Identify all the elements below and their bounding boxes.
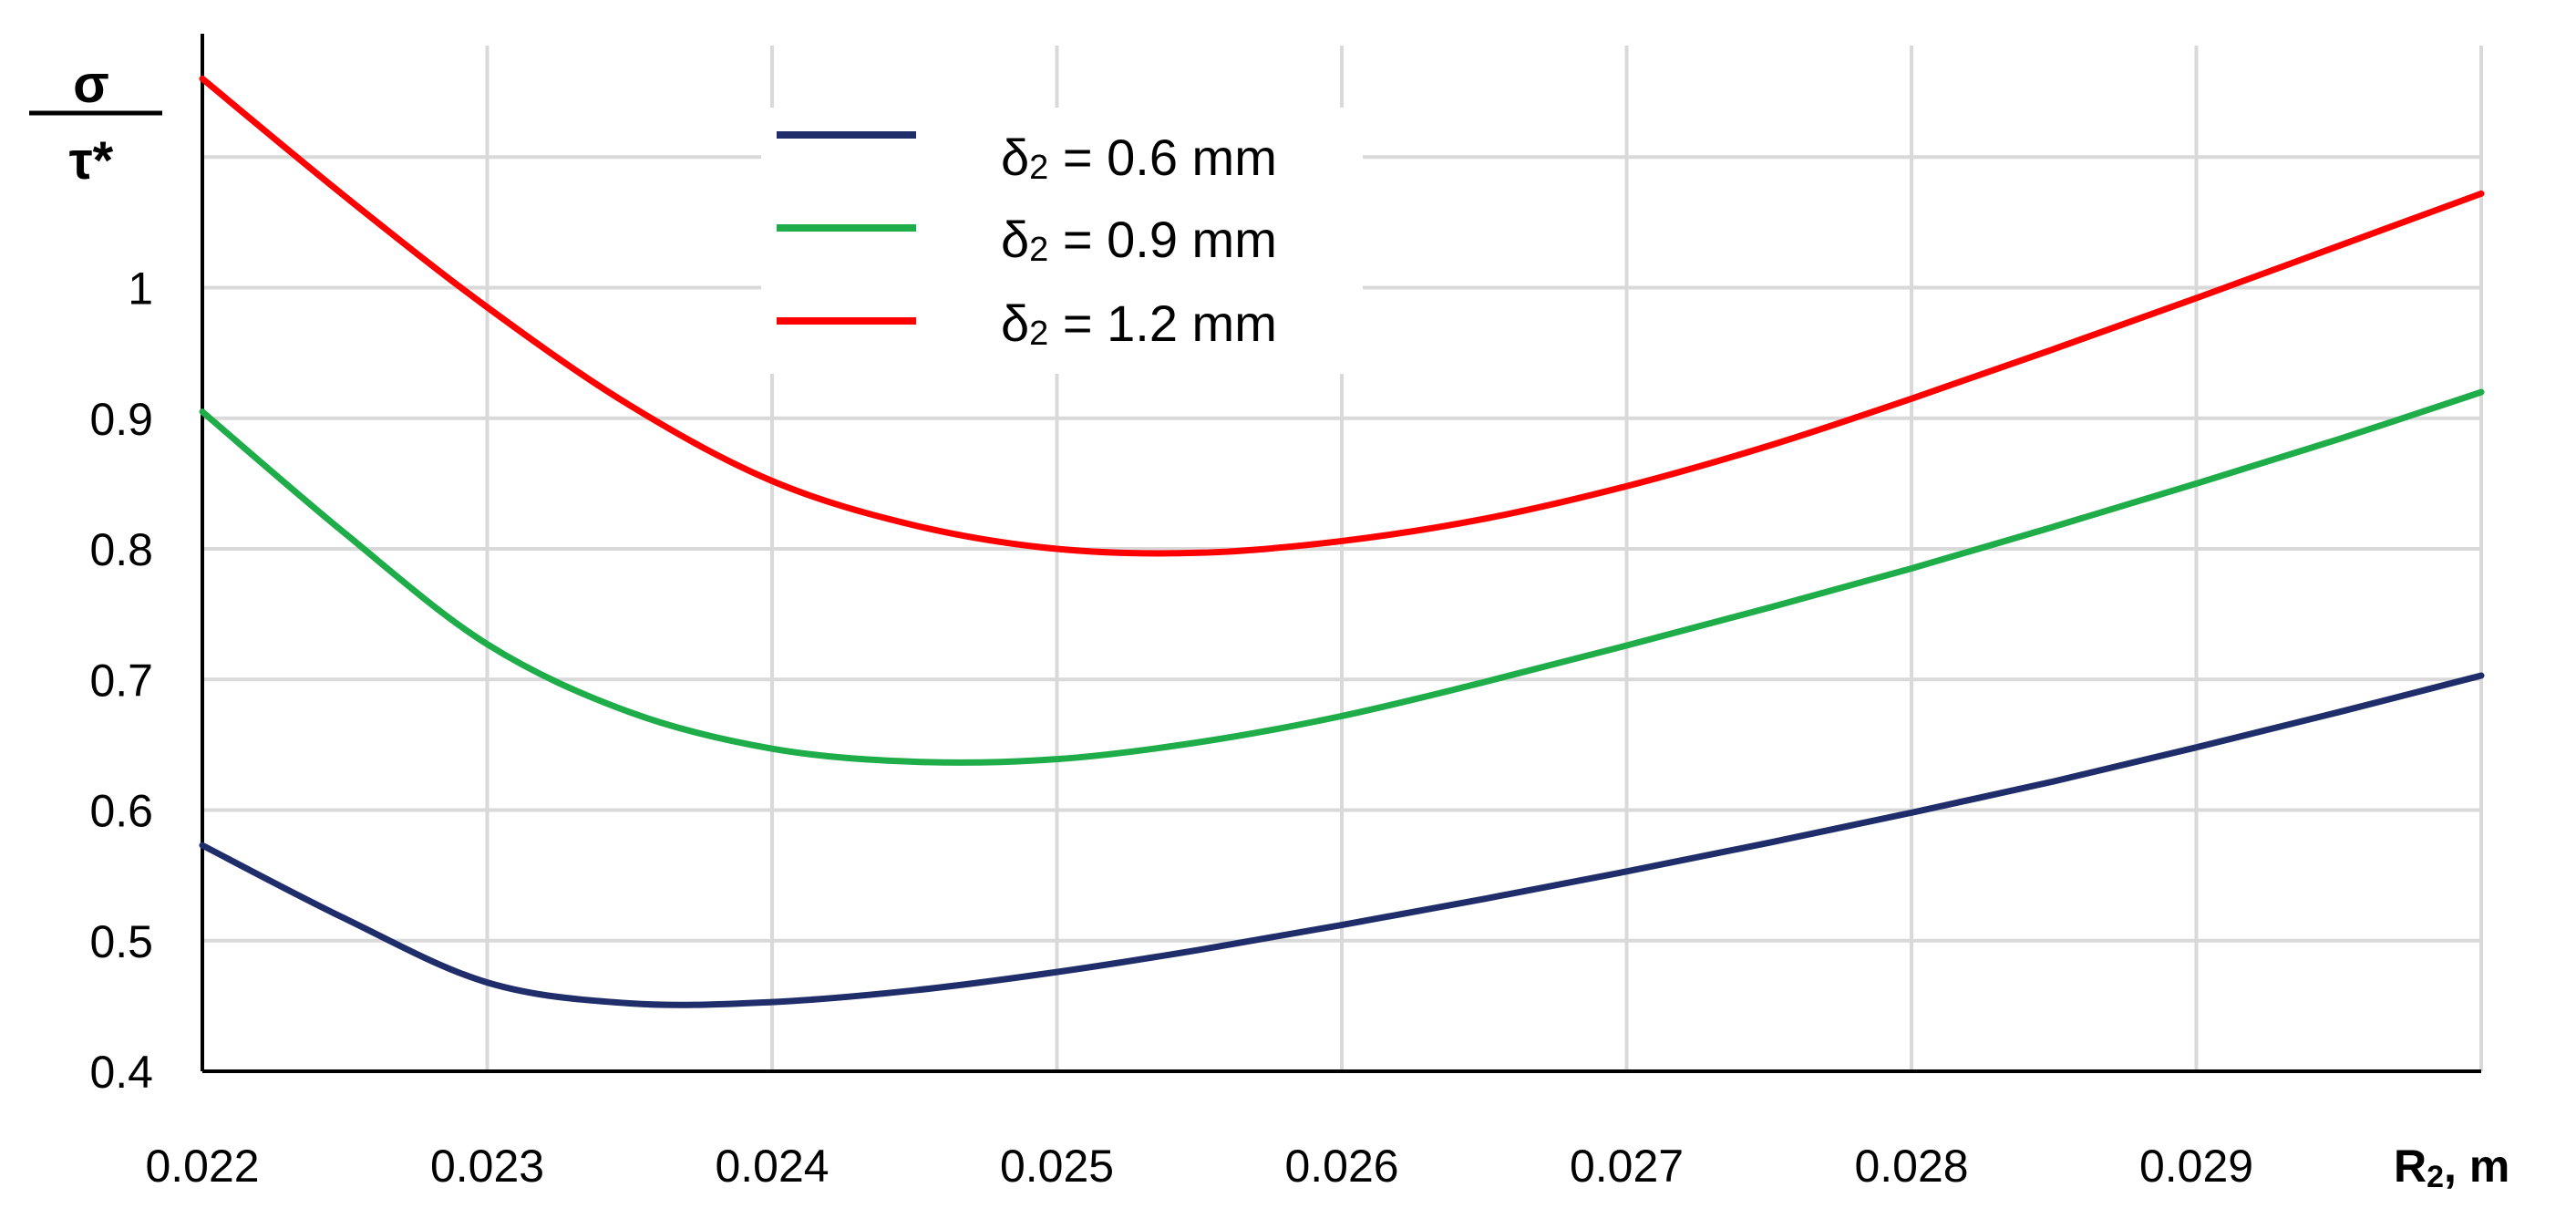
axes bbox=[201, 34, 2481, 1073]
y-tick-label: 0.9 bbox=[89, 394, 153, 445]
x-tick-label: 0.025 bbox=[1000, 1141, 1114, 1192]
y-tick-label: 0.6 bbox=[89, 786, 153, 837]
y-axis-label-top: σ bbox=[73, 55, 109, 114]
series-line-0 bbox=[199, 672, 2485, 1008]
legend-label-0-prefix: δ bbox=[1001, 129, 1029, 186]
legend-entry-1: δ2 = 0.9 mm bbox=[777, 211, 1277, 269]
legend-label-0: δ2 = 0.6 mm bbox=[1001, 129, 1277, 187]
y-axis-label-bottom: τ* bbox=[69, 131, 114, 191]
legend-label-0-sub: 2 bbox=[1029, 149, 1048, 187]
y-tick-label: 0.8 bbox=[89, 524, 153, 575]
x-tick-label: 0.022 bbox=[145, 1141, 259, 1192]
x-axis-label: R2, m bbox=[2394, 1141, 2509, 1194]
x-tick-label: 0.024 bbox=[715, 1141, 829, 1192]
y-tick-label: 0.4 bbox=[89, 1047, 153, 1098]
series-group bbox=[199, 75, 2485, 1008]
x-axis-label-main: R bbox=[2394, 1141, 2427, 1192]
x-tick-label: 0.027 bbox=[1570, 1141, 1684, 1192]
legend-label-1: δ2 = 0.9 mm bbox=[1001, 211, 1277, 269]
legend-label-2-suffix: = 1.2 mm bbox=[1048, 294, 1277, 352]
legend-entry-2: δ2 = 1.2 mm bbox=[777, 294, 1277, 353]
x-tick-label: 0.026 bbox=[1284, 1141, 1398, 1192]
tick-labels: 0.022 0.023 0.024 0.025 0.026 0.027 0.028 0.029… bbox=[89, 263, 2253, 1192]
series-line-1 bbox=[199, 388, 2485, 766]
legend-label-2-sub: 2 bbox=[1029, 315, 1048, 353]
y-tick-label: 1 bbox=[128, 263, 153, 315]
x-tick-label: 0.029 bbox=[2139, 1141, 2253, 1192]
legend: δ2 = 0.6 mm δ2 = 0.9 mm δ2 = 1.2 mm bbox=[761, 108, 1363, 374]
legend-label-0-suffix: = 0.6 mm bbox=[1048, 129, 1277, 186]
x-axis-label-sub: 2 bbox=[2427, 1160, 2444, 1194]
legend-label-1-prefix: δ bbox=[1001, 211, 1029, 268]
legend-entry-0: δ2 = 0.6 mm bbox=[777, 129, 1277, 187]
legend-label-2: δ2 = 1.2 mm bbox=[1001, 294, 1277, 353]
x-axis-label-unit: , m bbox=[2444, 1141, 2509, 1192]
legend-label-1-sub: 2 bbox=[1029, 231, 1048, 269]
x-tick-label: 0.028 bbox=[1854, 1141, 1968, 1192]
legend-background bbox=[761, 108, 1363, 374]
legend-label-2-prefix: δ bbox=[1001, 294, 1029, 352]
x-tick-label: 0.023 bbox=[430, 1141, 544, 1192]
legend-label-1-suffix: = 0.9 mm bbox=[1048, 211, 1277, 268]
y-axis-label: σ τ* bbox=[29, 55, 162, 191]
y-tick-label: 0.5 bbox=[89, 916, 153, 967]
series-line-2 bbox=[199, 75, 2485, 557]
y-tick-label: 0.7 bbox=[89, 655, 153, 706]
